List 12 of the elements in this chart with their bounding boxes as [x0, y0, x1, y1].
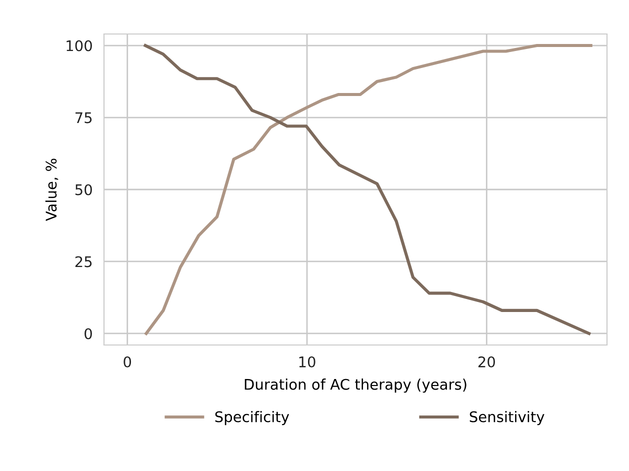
x-tick-label: 20 [478, 356, 495, 368]
y-tick-label: 100 [66, 40, 92, 52]
x-axis-title: Duration of AC therapy (years) [244, 378, 466, 393]
y-tick-label: 25 [75, 256, 92, 268]
x-tick-label: 0 [124, 356, 132, 368]
y-tick-label: 75 [76, 112, 92, 124]
legend-label: Specificity [215, 410, 290, 426]
y-axis-title: Value, % [45, 158, 58, 221]
y-tick-label: 50 [75, 184, 92, 196]
x-tick-label: 10 [299, 356, 316, 368]
legend-label: Sensitivity [470, 410, 544, 426]
y-tick-label: 0 [84, 328, 92, 340]
